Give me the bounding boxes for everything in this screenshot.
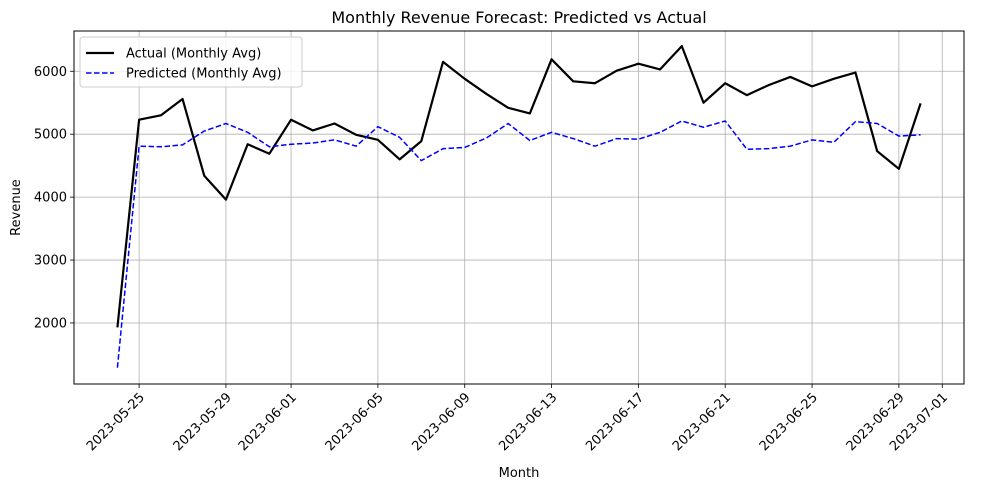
legend-label-actual: Actual (Monthly Avg): [126, 47, 261, 62]
actual-line: [116, 44, 922, 328]
y-tick-label: 2000: [34, 316, 67, 331]
plot-frame: [73, 30, 965, 385]
legend-label-predicted: Predicted (Monthly Avg): [126, 67, 282, 82]
y-tick-label: 6000: [34, 65, 67, 80]
y-tick-label: 5000: [34, 128, 67, 143]
series-lines: [116, 44, 922, 368]
y-tick-label: 3000: [34, 254, 67, 269]
chart-title: Monthly Revenue Forecast: Predicted vs A…: [331, 8, 706, 27]
y-axis-title: Revenue: [9, 179, 24, 236]
y-tick-label: 4000: [34, 191, 67, 206]
legend-box: [79, 36, 303, 88]
x-axis-title: Month: [499, 466, 540, 481]
legend: Actual (Monthly Avg) Predicted (Monthly …: [79, 36, 303, 88]
